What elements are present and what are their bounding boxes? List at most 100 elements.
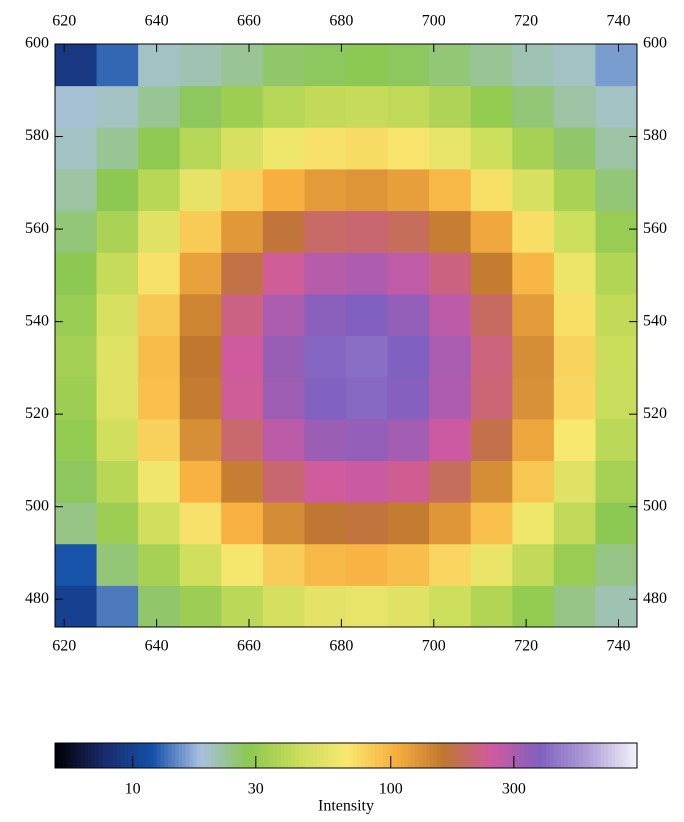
heat-cell — [304, 44, 347, 87]
colorbar-swatch — [178, 743, 183, 768]
x-tick-label: 740 — [607, 13, 631, 30]
colorbar-swatch — [127, 743, 132, 768]
heat-cell — [387, 252, 430, 295]
heat-cell — [553, 252, 596, 295]
colorbar-swatch — [91, 743, 96, 768]
heat-cell — [138, 460, 181, 503]
heat-cell — [470, 293, 513, 336]
heat-cell — [553, 585, 596, 628]
heat-cell — [179, 502, 222, 545]
y-tick-label: 600 — [643, 35, 667, 52]
heat-cell — [96, 127, 139, 170]
colorbar-swatch — [607, 743, 613, 768]
colorbar-swatch — [124, 743, 129, 768]
heat-cell — [553, 293, 596, 336]
heat-cell — [346, 293, 389, 336]
heat-cell — [179, 293, 222, 336]
heat-cell — [595, 293, 638, 336]
x-tick-label: 680 — [329, 13, 353, 30]
colorbar-swatch — [258, 743, 263, 768]
heat-cell — [55, 502, 98, 545]
heat-cell — [55, 85, 98, 128]
heat-cell — [221, 85, 264, 128]
colorbar-swatch — [215, 743, 220, 768]
heat-cell — [512, 543, 555, 586]
heat-cell — [553, 502, 596, 545]
heat-cell — [138, 543, 181, 586]
colorbar-swatch — [564, 743, 569, 768]
heat-cell — [595, 335, 638, 378]
heat-cell — [179, 418, 222, 461]
heat-cell — [595, 85, 638, 128]
heat-cell — [470, 44, 513, 87]
heat-cell — [179, 44, 222, 87]
heat-cell — [346, 502, 389, 545]
heat-cell — [429, 85, 472, 128]
y-tick-label: 540 — [25, 312, 49, 329]
colorbar-swatch — [273, 743, 278, 768]
heat-cell — [470, 252, 513, 295]
colorbar-swatch — [586, 743, 591, 768]
colorbar-swatch — [556, 743, 562, 768]
heat-cell — [55, 44, 98, 87]
colorbar-swatch — [284, 743, 289, 768]
colorbar-swatch — [222, 743, 227, 768]
heat-cell — [96, 293, 139, 336]
heat-cell — [221, 502, 264, 545]
heat-cell — [221, 418, 264, 461]
colorbar-swatch — [389, 743, 394, 768]
heat-cell — [55, 585, 98, 628]
colorbar-swatch — [451, 743, 456, 768]
colorbar-swatch — [629, 743, 634, 768]
heat-cell — [470, 85, 513, 128]
heat-cell — [553, 335, 596, 378]
heat-cell — [470, 127, 513, 170]
colorbar-swatch — [295, 743, 300, 768]
colorbar-swatch — [331, 743, 336, 768]
heat-cell — [179, 210, 222, 253]
colorbar-swatch — [305, 743, 311, 768]
heat-cell — [221, 252, 264, 295]
heat-cell — [221, 335, 264, 378]
heat-cell — [512, 210, 555, 253]
colorbar-swatch — [600, 743, 605, 768]
heat-cell — [179, 335, 222, 378]
colorbar-swatch — [353, 743, 358, 768]
colorbar-swatch — [327, 743, 332, 768]
heat-cell — [262, 543, 305, 586]
colorbar-swatch — [571, 743, 576, 768]
colorbar-swatch — [382, 743, 387, 768]
colorbar-swatch — [98, 743, 103, 768]
heat-cell — [304, 252, 347, 295]
heat-cell — [138, 85, 181, 128]
heat-cell — [470, 460, 513, 503]
colorbar-swatch — [240, 743, 245, 768]
heat-cell — [138, 210, 181, 253]
colorbar-swatch — [167, 743, 172, 768]
heat-cell — [429, 502, 472, 545]
colorbar-swatch — [211, 743, 216, 768]
colorbar-swatch — [538, 743, 543, 768]
colorbar-swatch — [298, 743, 303, 768]
heat-cell — [512, 335, 555, 378]
y-tick-label: 580 — [25, 127, 49, 144]
heat-cell — [262, 335, 305, 378]
y-tick-label: 580 — [643, 127, 667, 144]
colorbar-swatch — [506, 743, 511, 768]
y-tick-label: 500 — [25, 497, 49, 514]
heat-cell — [179, 168, 222, 212]
colorbar-swatch — [185, 743, 191, 768]
heat-cell — [429, 293, 472, 336]
heat-cell — [179, 543, 222, 586]
colorbar-swatch — [149, 743, 154, 768]
x-tick-label: 640 — [145, 638, 169, 655]
heat-cell — [429, 127, 472, 170]
heat-cell — [512, 460, 555, 503]
colorbar-swatch — [469, 743, 474, 768]
colorbar-swatch — [462, 743, 467, 768]
heat-cell — [553, 377, 596, 420]
colorbar-swatch — [582, 743, 587, 768]
colorbar-swatch — [236, 743, 242, 768]
colorbar-swatch — [455, 743, 460, 768]
